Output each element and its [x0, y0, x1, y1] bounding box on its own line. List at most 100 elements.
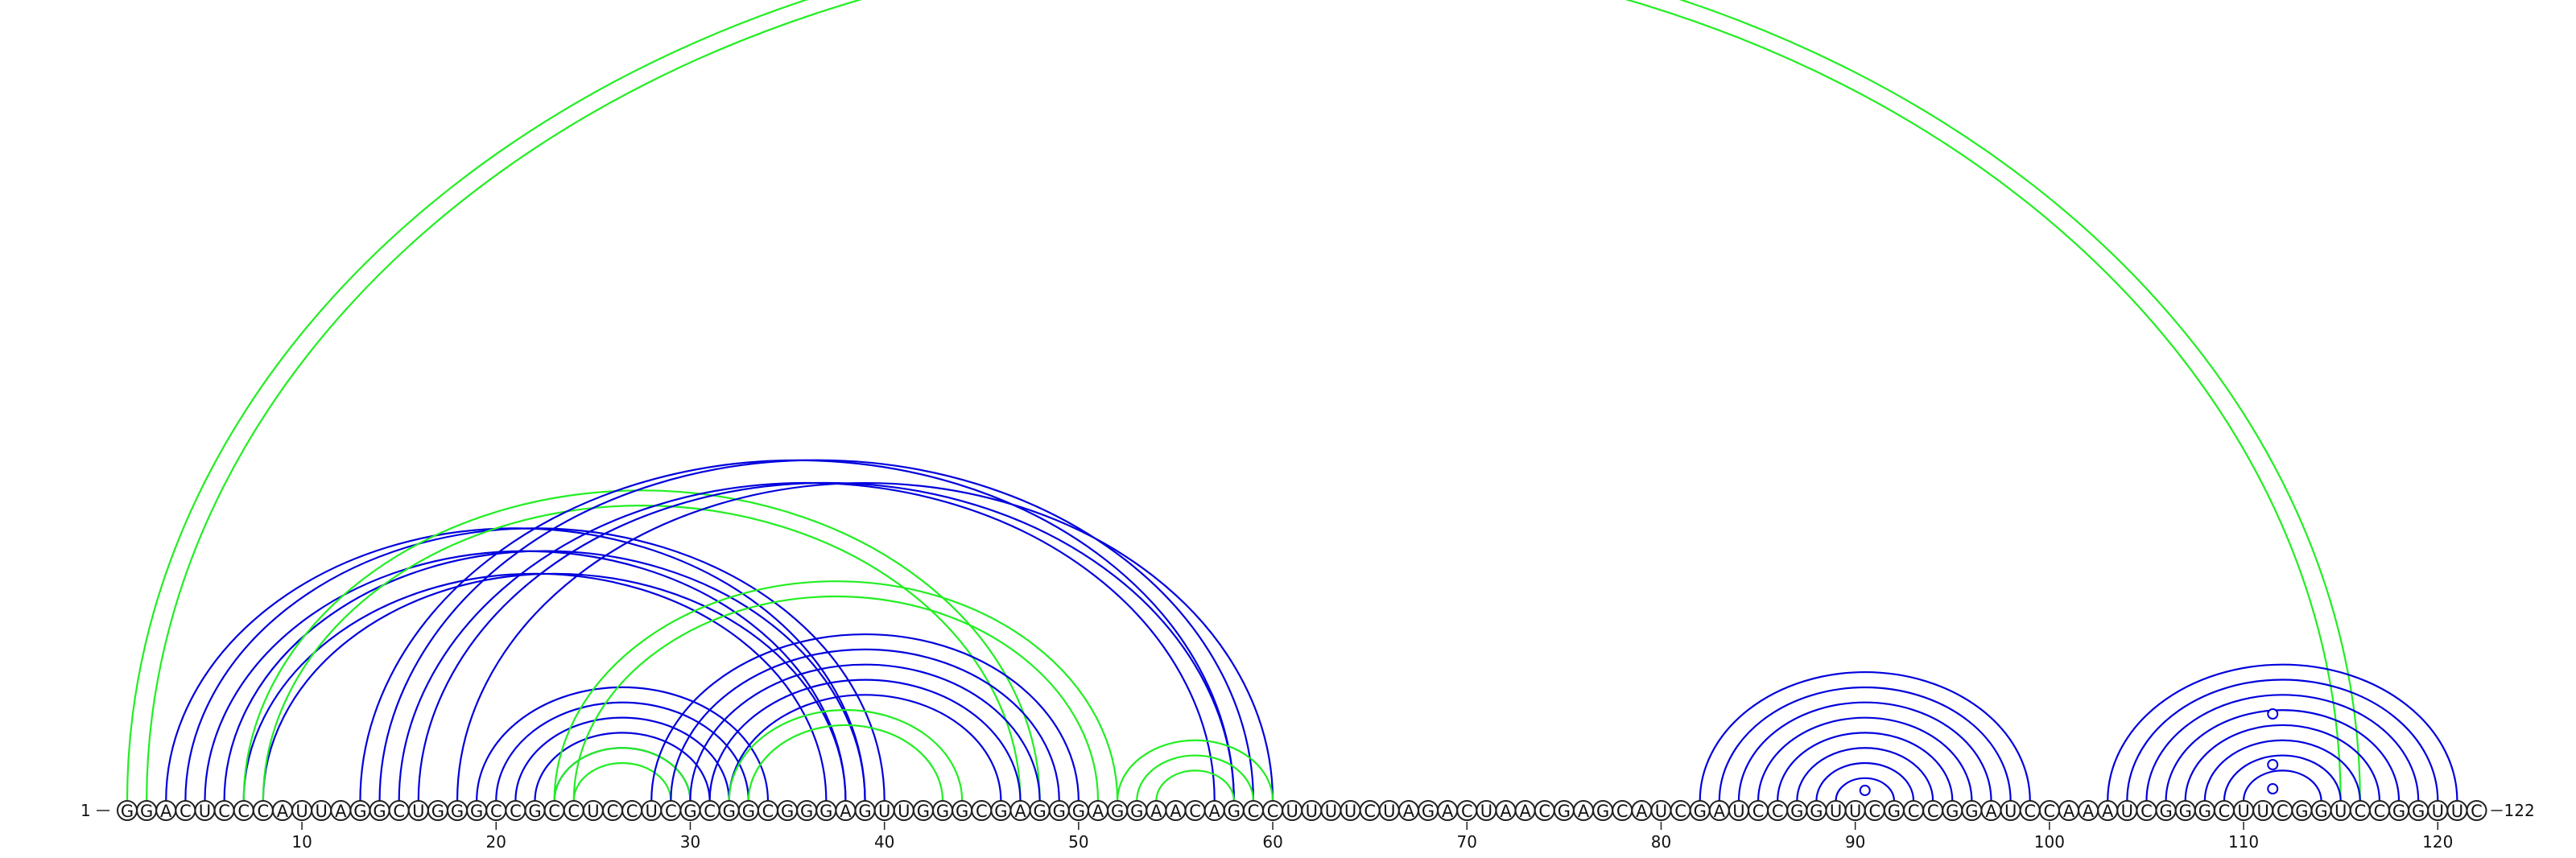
nucleotide: A	[1146, 800, 1167, 821]
nucleotide-letter: G	[373, 802, 386, 821]
sequence-backbone: 1 122	[80, 801, 2535, 820]
loop-marker	[1859, 785, 1871, 796]
loop-marker	[2267, 708, 2279, 720]
nucleotide-letter: G	[2314, 802, 2327, 821]
nucleotide: C	[2136, 800, 2157, 821]
nucleotide-letter: G	[1888, 802, 1901, 821]
nucleotide-letter: U	[1732, 802, 1744, 821]
nucleotide: C	[213, 800, 235, 821]
nucleotide-letter: U	[2432, 802, 2444, 821]
nucleotide: U	[2330, 800, 2351, 821]
nucleotide-letter: G	[1790, 802, 1803, 821]
nucleotide-letter: C	[976, 802, 988, 821]
nucleotide-letter: C	[704, 802, 716, 821]
nucleotide: C	[1922, 800, 1944, 821]
base-pair-arc	[242, 489, 1041, 802]
nucleotide: C	[2019, 800, 2041, 821]
nucleotide: C	[1262, 800, 1284, 821]
nucleotide-letter: A	[1150, 802, 1162, 821]
tick-label: 40	[874, 832, 894, 852]
base-pair-arc	[262, 572, 847, 802]
nucleotide-letter: G	[1053, 802, 1066, 821]
base-pair-arc	[689, 663, 1041, 802]
nucleotide-letter: A	[1014, 802, 1026, 821]
nucleotide-letter: A	[2102, 802, 2114, 821]
nucleotide-letter: U	[587, 802, 599, 821]
nucleotide-letter: U	[1344, 802, 1356, 821]
nucleotide: U	[1282, 800, 1303, 821]
nucleotide-letter: C	[1364, 802, 1376, 821]
nucleotide-letter: A	[2063, 802, 2075, 821]
nucleotide: U	[1320, 800, 1342, 821]
nucleotide-letter: G	[1072, 802, 1085, 821]
nucleotide: U	[2446, 800, 2468, 821]
base-pair-arc	[553, 580, 1119, 802]
nucleotide-letter: C	[1189, 802, 1201, 821]
nucleotide: A	[1573, 800, 1594, 821]
nucleotide-letter: U	[316, 802, 328, 821]
tick-label: 80	[1651, 832, 1671, 852]
base-pair-arc	[495, 701, 749, 802]
nucleotide-letter: A	[1714, 802, 1726, 821]
base-pair-arc	[126, 0, 2361, 802]
nucleotide: C	[699, 800, 720, 821]
nucleotide: U	[2233, 800, 2255, 821]
nucleotide-letter: A	[1578, 802, 1590, 821]
sequence-end-label: 122	[2504, 801, 2535, 820]
base-pair-arc	[146, 0, 2342, 802]
nucleotide-letter: C	[1868, 802, 1880, 821]
nucleotide: U	[1301, 800, 1323, 821]
nucleotide-letter: G	[1596, 802, 1609, 821]
tick-label: 100	[2034, 832, 2065, 852]
nucleotide: C	[757, 800, 778, 821]
tick-label: 70	[1457, 832, 1477, 852]
nucleotide: C	[1767, 800, 1789, 821]
base-pair-arc	[534, 732, 711, 802]
nucleotide-circle	[2466, 800, 2487, 821]
nucleotide: A	[1009, 800, 1031, 821]
base-pair-arc	[650, 633, 1080, 802]
nucleotide: C	[485, 800, 507, 821]
nucleotide-letter: A	[160, 802, 172, 821]
base-pair-arc	[1757, 716, 1973, 802]
nucleotide: U	[893, 800, 914, 821]
nucleotide: C	[543, 800, 565, 821]
nucleotide-letter: G	[1946, 802, 1959, 821]
nucleotide: A	[2078, 800, 2099, 821]
nucleotide: A	[1980, 800, 2002, 821]
nucleotide: G	[1067, 800, 1089, 821]
nucleotide-letter: C	[2374, 802, 2386, 821]
nucleotide-letter: G	[2295, 802, 2308, 821]
nucleotide: G	[2310, 800, 2332, 821]
nucleotide: C	[1184, 800, 1206, 821]
nucleotide: C	[1903, 800, 1925, 821]
nucleotide-letter: A	[1519, 802, 1531, 821]
nucleotide: C	[1748, 800, 1769, 821]
nucleotide: G	[912, 800, 934, 821]
base-pair-arc	[1117, 739, 1274, 802]
nucleotide-letter: G	[2392, 802, 2405, 821]
nucleotide-letter: U	[1655, 802, 1667, 821]
nucleotide: A	[1708, 800, 1730, 821]
nucleotide-letter: A	[335, 802, 347, 821]
nucleotide: G	[796, 800, 818, 821]
nucleotide: U	[1728, 800, 1749, 821]
nucleotide: C	[621, 800, 643, 821]
nucleotide: G	[718, 800, 740, 821]
nucleotide-letter: G	[2198, 802, 2211, 821]
nucleotide: U	[641, 800, 663, 821]
tick-label: 30	[680, 832, 700, 852]
nucleotide-letter: G	[353, 802, 366, 821]
nucleotide-letter: G	[1130, 802, 1143, 821]
nucleotide: G	[932, 800, 954, 821]
tick-label: 50	[1068, 832, 1088, 852]
nucleotide-letter: G	[1558, 802, 1571, 821]
nucleotide: C	[1670, 800, 1691, 821]
nucleotide-letter: G	[781, 802, 794, 821]
base-pair-arc	[572, 761, 672, 802]
nucleotide: C	[2466, 800, 2487, 821]
tick-label: 90	[1845, 832, 1865, 852]
nucleotide-letter: A	[1442, 802, 1454, 821]
nucleotide: U	[194, 800, 216, 821]
nucleotide-letter: G	[956, 802, 968, 821]
